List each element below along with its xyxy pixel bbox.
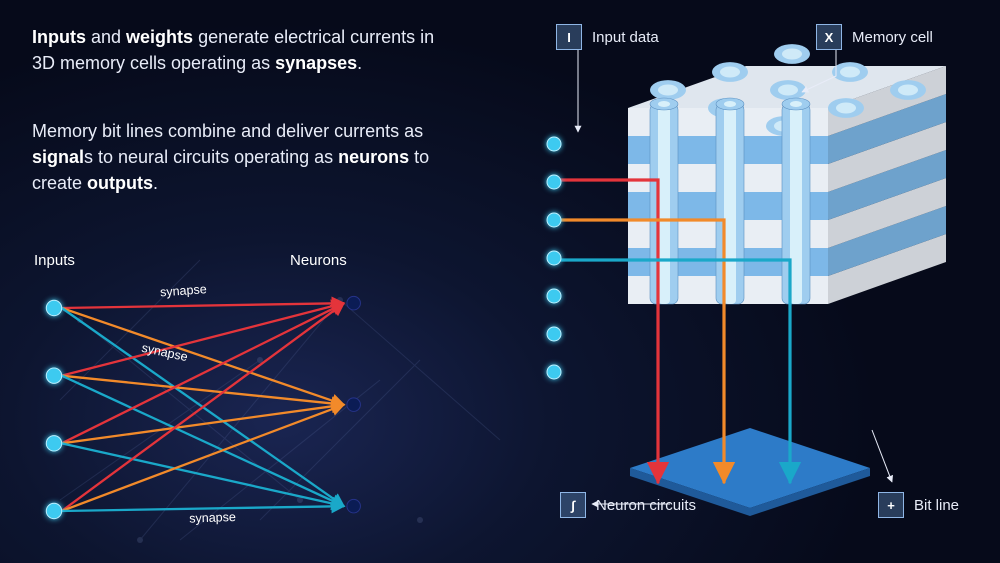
cube-input-node [547, 251, 561, 265]
legend-neuron-circuits: ∫ Neuron circuits [560, 492, 696, 518]
synapse-edge [62, 303, 344, 376]
paragraph-2: Memory bit lines combine and deliver cur… [32, 118, 452, 196]
neuron-node [347, 398, 361, 412]
legend-input-data: I Input data [556, 24, 659, 50]
synapse-edge [62, 405, 344, 444]
pillar-cap-core [790, 101, 802, 107]
memory-cell-core [658, 85, 678, 96]
cube-input-node [547, 213, 561, 227]
legend-label: Neuron circuits [596, 497, 696, 514]
memory-cell-core [836, 103, 856, 114]
memory-cube-svg [520, 20, 980, 550]
paragraph-1: Inputs and weights generate electrical c… [32, 24, 452, 76]
legend-icon: I [556, 24, 582, 50]
pointer-bitline [872, 430, 892, 482]
synapse-edge [62, 303, 344, 511]
synapse-edge [62, 376, 344, 507]
pillar-core [790, 106, 802, 304]
neural-network-diagram: synapsesynapsesynapse [28, 250, 428, 540]
synapse-edge [62, 303, 344, 308]
memory-cell-core [840, 67, 860, 78]
pillar-cap-core [658, 101, 670, 107]
input-node [46, 436, 61, 451]
legend-label: Input data [592, 29, 659, 46]
legend-label: Bit line [914, 497, 959, 514]
cube-input-node [547, 175, 561, 189]
memory-cell-core [720, 67, 740, 78]
pillar-core [658, 106, 670, 304]
synapse-edge [62, 443, 344, 506]
legend-icon: X [816, 24, 842, 50]
memory-cell-core [898, 85, 918, 96]
input-node [46, 368, 61, 383]
memory-cell-core [782, 49, 802, 60]
cube-input-node [547, 327, 561, 341]
cube-input-node [547, 289, 561, 303]
synapse-label: synapse [189, 510, 236, 526]
memory-cell-core [778, 85, 798, 96]
synapse-edge [62, 303, 344, 443]
legend-icon: ∫ [560, 492, 586, 518]
cube-input-node [547, 365, 561, 379]
synapse-edge [62, 405, 344, 511]
legend-label: Memory cell [852, 29, 933, 46]
legend-bit-line: + Bit line [878, 492, 959, 518]
memory-cube-panel: I Input data X Memory cell ∫ Neuron circuits +… [520, 20, 980, 550]
synapse-label: synapse [160, 282, 208, 299]
pillar-core [724, 106, 736, 304]
cube-input-node [547, 137, 561, 151]
legend-icon: + [878, 492, 904, 518]
pillar-cap-core [724, 101, 736, 107]
input-node [46, 300, 61, 315]
input-node [46, 503, 61, 518]
legend-memory-cell: X Memory cell [816, 24, 933, 50]
neuron-node [347, 296, 361, 310]
neuron-node [347, 499, 361, 513]
